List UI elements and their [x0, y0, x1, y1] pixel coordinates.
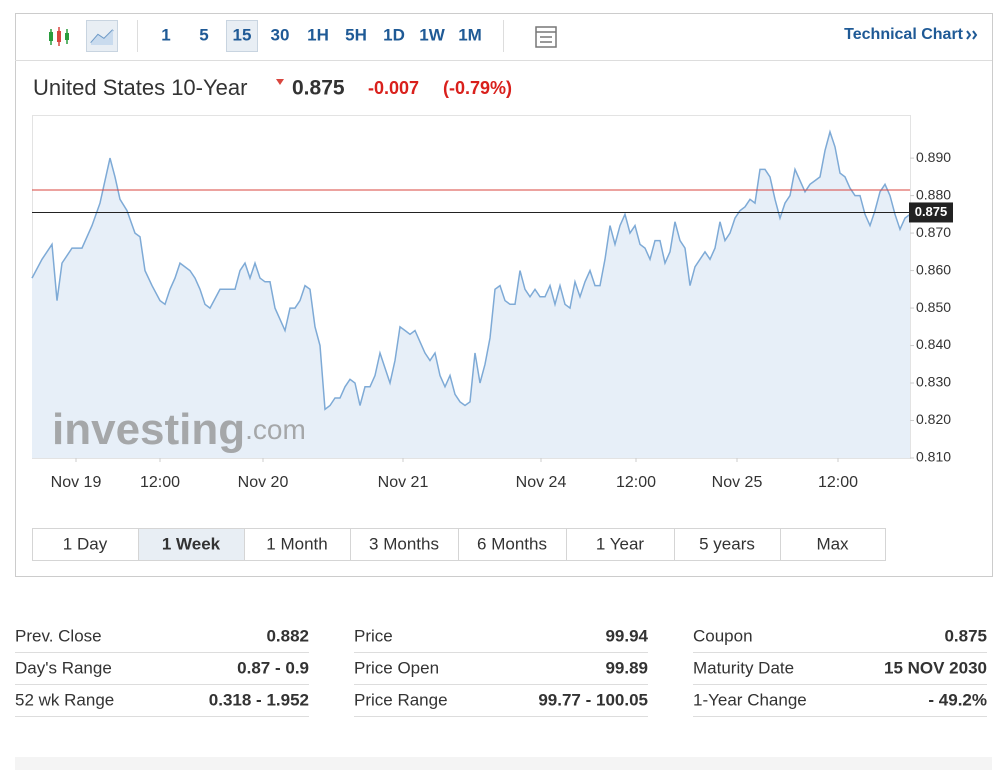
calendar-icon[interactable]	[535, 26, 557, 48]
y-tick-label: 0.860	[916, 261, 951, 277]
down-arrow	[276, 79, 284, 85]
y-tick-label: 0.870	[916, 224, 951, 240]
price-line	[31, 129, 911, 411]
y-tick-label: 0.810	[916, 449, 951, 465]
area	[32, 131, 910, 458]
y-tick-label: 0.830	[916, 374, 951, 390]
watermark: investing.com	[52, 405, 306, 454]
x-tick-label: 12:00	[140, 474, 180, 491]
current-price-label: 0.875	[915, 204, 948, 219]
stat-label: Prev. Close	[15, 626, 102, 645]
interval-active-bg	[226, 20, 258, 52]
range-label[interactable]: Max	[816, 534, 849, 553]
range-label[interactable]: 1 Year	[596, 534, 645, 553]
interval-button[interactable]: 15	[233, 25, 252, 44]
y-tick-label: 0.850	[916, 299, 951, 315]
stat-value: 99.89	[605, 658, 648, 677]
watermark-suffix: .com	[245, 414, 306, 445]
range-button[interactable]	[32, 528, 139, 561]
stat-label: Coupon	[693, 626, 753, 645]
stat-value: 0.882	[266, 626, 309, 645]
stat-label: Maturity Date	[693, 658, 794, 677]
range-label[interactable]: 3 Months	[369, 534, 439, 553]
y-tick-label: 0.820	[916, 411, 951, 427]
technical-chart-link[interactable]: Technical Chart	[844, 26, 964, 43]
stat-label: Price Open	[354, 658, 439, 677]
range-label[interactable]: 1 Day	[63, 534, 108, 553]
range-label[interactable]: 1 Month	[266, 534, 327, 553]
range-label[interactable]: 6 Months	[477, 534, 547, 553]
x-tick-label: Nov 25	[712, 474, 763, 491]
range-button[interactable]	[138, 528, 245, 561]
range-button[interactable]	[566, 528, 675, 561]
stat-value: - 49.2%	[928, 690, 987, 709]
stat-value: 0.87 - 0.9	[237, 658, 309, 677]
chevron-icon[interactable]	[966, 30, 978, 40]
range-button[interactable]	[244, 528, 351, 561]
line-icon[interactable]	[86, 20, 118, 52]
interval-button[interactable]: 5H	[345, 25, 367, 44]
current-price-badge	[909, 202, 953, 223]
x-tick-label: Nov 19	[51, 474, 102, 491]
x-tick-label: Nov 21	[378, 474, 429, 491]
y-tick-label: 0.840	[916, 336, 951, 352]
stat-label: Price	[354, 626, 393, 645]
range-label[interactable]: 1 Week	[162, 534, 221, 553]
stat-label: Price Range	[354, 690, 448, 709]
y-tick-label: 0.880	[916, 186, 951, 202]
instrument-name: United States 10-Year	[33, 75, 247, 100]
stat-label: 52 wk Range	[15, 690, 114, 709]
stat-label: Day's Range	[15, 658, 112, 677]
candle-icon[interactable]	[49, 27, 69, 46]
range-label[interactable]: 5 years	[699, 534, 755, 553]
price-change: -0.007	[368, 78, 419, 98]
range-button[interactable]	[458, 528, 567, 561]
stat-value: 0.318 - 1.952	[209, 690, 309, 709]
x-tick-label: 12:00	[818, 474, 858, 491]
range-button[interactable]	[780, 528, 886, 561]
y-tick-label: 0.890	[916, 149, 951, 165]
x-tick-label: Nov 24	[516, 474, 567, 491]
stat-value: 0.875	[944, 626, 987, 645]
interval-button[interactable]: 1	[161, 25, 170, 44]
interval-button[interactable]: 1M	[458, 25, 482, 44]
range-button[interactable]	[674, 528, 781, 561]
interval-button[interactable]: 1H	[307, 25, 329, 44]
stat-value: 99.94	[605, 626, 648, 645]
stat-value: 15 NOV 2030	[884, 658, 987, 677]
x-tick-label: 12:00	[616, 474, 656, 491]
watermark-brand: investing	[52, 405, 245, 454]
x-tick-label: Nov 20	[238, 474, 289, 491]
stat-label: 1-Year Change	[693, 690, 807, 709]
footer-bar	[15, 757, 992, 770]
price-change-pct: (-0.79%)	[443, 78, 512, 98]
range-button[interactable]	[350, 528, 459, 561]
interval-button[interactable]: 30	[271, 25, 290, 44]
last-price: 0.875	[292, 77, 345, 100]
stat-value: 99.77 - 100.05	[538, 690, 648, 709]
interval-button[interactable]: 5	[199, 25, 208, 44]
interval-button[interactable]: 1D	[383, 25, 405, 44]
interval-button[interactable]: 1W	[419, 25, 445, 44]
